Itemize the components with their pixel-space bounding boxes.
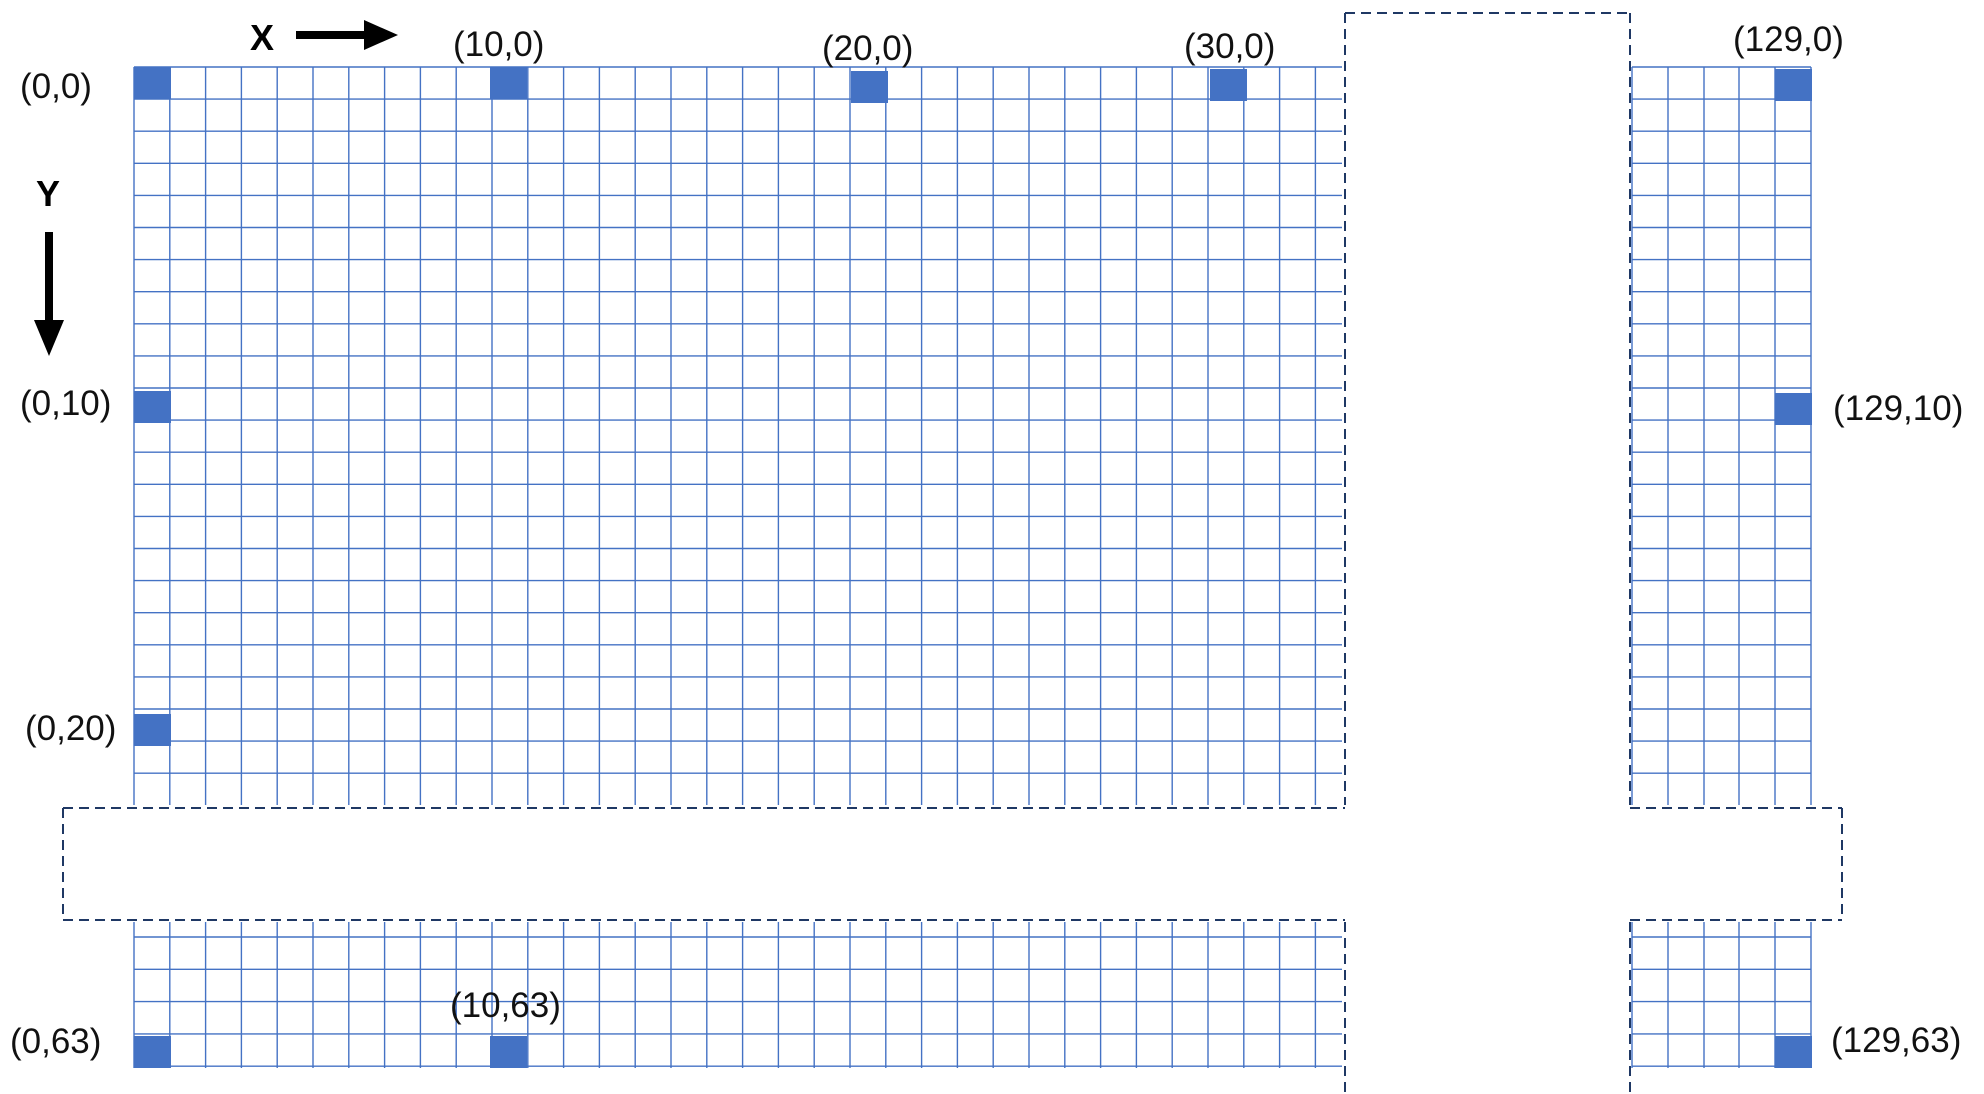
pixel-marker-20-0 [851, 71, 888, 103]
pixel-marker-0-10 [134, 391, 171, 423]
grid-layer [133, 66, 1812, 1068]
coord-label-10-0: (10,0) [453, 25, 544, 64]
coord-label-129-10: (129,10) [1833, 389, 1963, 428]
pixel-marker-0-20 [134, 714, 171, 746]
coord-label-0-10: (0,10) [20, 384, 111, 423]
y-axis-arrow [34, 232, 64, 356]
coord-label-10-63: (10,63) [450, 986, 561, 1025]
pixel-marker-30-0 [1210, 69, 1247, 101]
coord-label-129-63: (129,63) [1831, 1021, 1961, 1060]
pixel-marker-0-63 [134, 1036, 171, 1068]
coord-label-129-0: (129,0) [1733, 20, 1844, 59]
pixel-markers [134, 67, 1812, 1068]
pixel-marker-10-63 [490, 1036, 527, 1068]
y-arrowhead-icon [34, 320, 64, 356]
x-arrowhead-icon [364, 20, 398, 50]
omitted-region-borders [62, 12, 1843, 1094]
y-axis-label: Y [36, 173, 60, 214]
coord-label-20-0: (20,0) [822, 29, 913, 68]
pixel-marker-10-0 [490, 67, 527, 99]
pixel-marker-0-0 [134, 67, 171, 99]
pixel-marker-129-63 [1775, 1036, 1812, 1068]
pixel-marker-129-10 [1775, 393, 1812, 425]
x-axis-arrow [296, 20, 398, 50]
pixel-marker-129-0 [1775, 69, 1812, 101]
coord-label-30-0: (30,0) [1184, 27, 1275, 66]
coord-label-0-20: (0,20) [25, 709, 116, 748]
coord-label-0-63: (0,63) [10, 1022, 101, 1061]
x-axis-label: X [250, 17, 274, 58]
coord-label-0-0: (0,0) [20, 67, 92, 106]
